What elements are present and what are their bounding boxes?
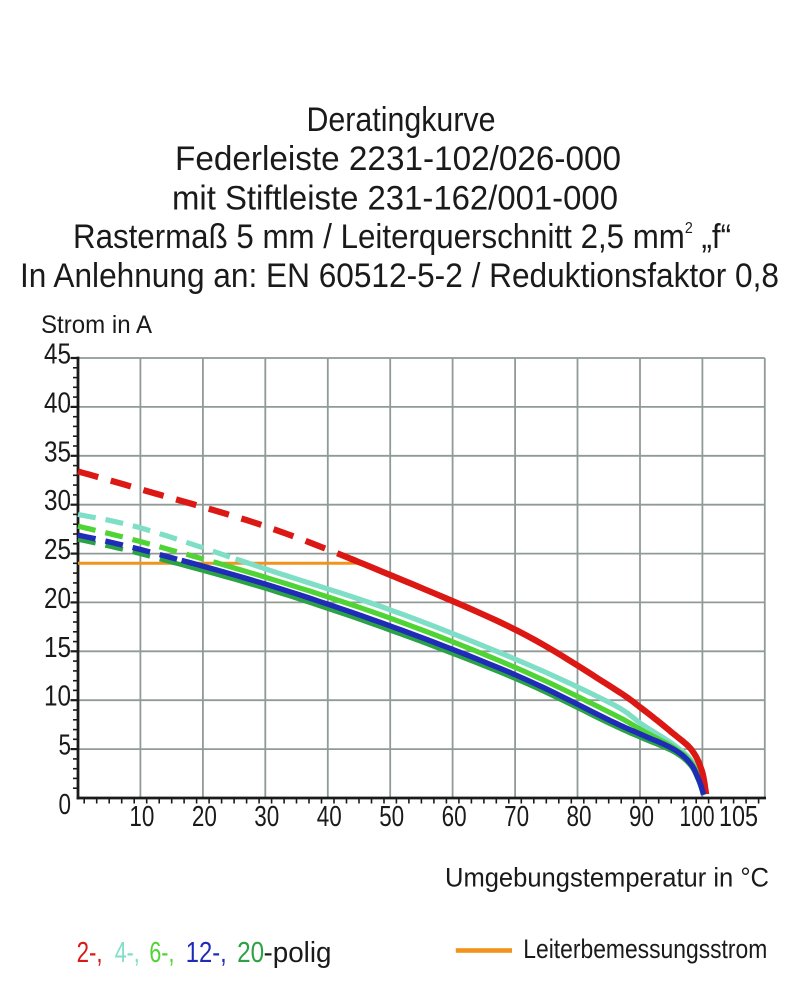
svg-text:-polig: -polig (264, 937, 332, 969)
svg-text:In Anlehnung an: EN 60512-5-2: In Anlehnung an: EN 60512-5-2 / Reduktio… (20, 257, 779, 295)
svg-text:4-,: 4-, (115, 937, 140, 969)
svg-text:15: 15 (44, 632, 71, 664)
svg-text:60: 60 (442, 801, 467, 833)
svg-text:30: 30 (254, 801, 279, 833)
svg-text:12-,: 12-, (186, 937, 227, 969)
svg-text:Federleiste 2231-102/026-000: Federleiste 2231-102/026-000 (175, 140, 621, 178)
svg-text:70: 70 (504, 801, 529, 833)
svg-text:105: 105 (719, 801, 758, 833)
svg-text:50: 50 (379, 801, 404, 833)
svg-text:30: 30 (44, 485, 71, 517)
svg-text:40: 40 (44, 387, 71, 419)
svg-text:mit Stiftleiste 231-162/001-00: mit Stiftleiste 231-162/001-000 (172, 180, 618, 218)
svg-text:20: 20 (192, 801, 217, 833)
svg-text:Umgebungstemperatur in °C: Umgebungstemperatur in °C (445, 863, 769, 893)
svg-text:Strom in A: Strom in A (41, 311, 152, 339)
svg-text:5: 5 (59, 730, 72, 762)
svg-text:2-,: 2-, (77, 937, 103, 969)
svg-text:25: 25 (44, 534, 71, 566)
svg-text:6-,: 6-, (149, 937, 174, 969)
svg-text:100: 100 (680, 801, 715, 833)
svg-text:80: 80 (567, 801, 592, 833)
svg-text:0: 0 (59, 789, 72, 821)
svg-text:45: 45 (44, 339, 71, 371)
svg-text:10: 10 (129, 801, 154, 833)
svg-text:20: 20 (44, 583, 71, 615)
svg-text:40: 40 (317, 801, 342, 833)
svg-text:90: 90 (629, 801, 654, 833)
svg-text:Deratingkurve: Deratingkurve (307, 101, 496, 139)
svg-text:35: 35 (44, 436, 71, 468)
svg-text:20: 20 (237, 937, 264, 969)
svg-text:Leiterbemessungsstrom: Leiterbemessungsstrom (523, 934, 767, 964)
svg-text:Rastermaß 5 mm / Leiterquersch: Rastermaß 5 mm / Leiterquerschnitt 2,5 m… (73, 218, 731, 256)
svg-text:10: 10 (44, 681, 71, 713)
